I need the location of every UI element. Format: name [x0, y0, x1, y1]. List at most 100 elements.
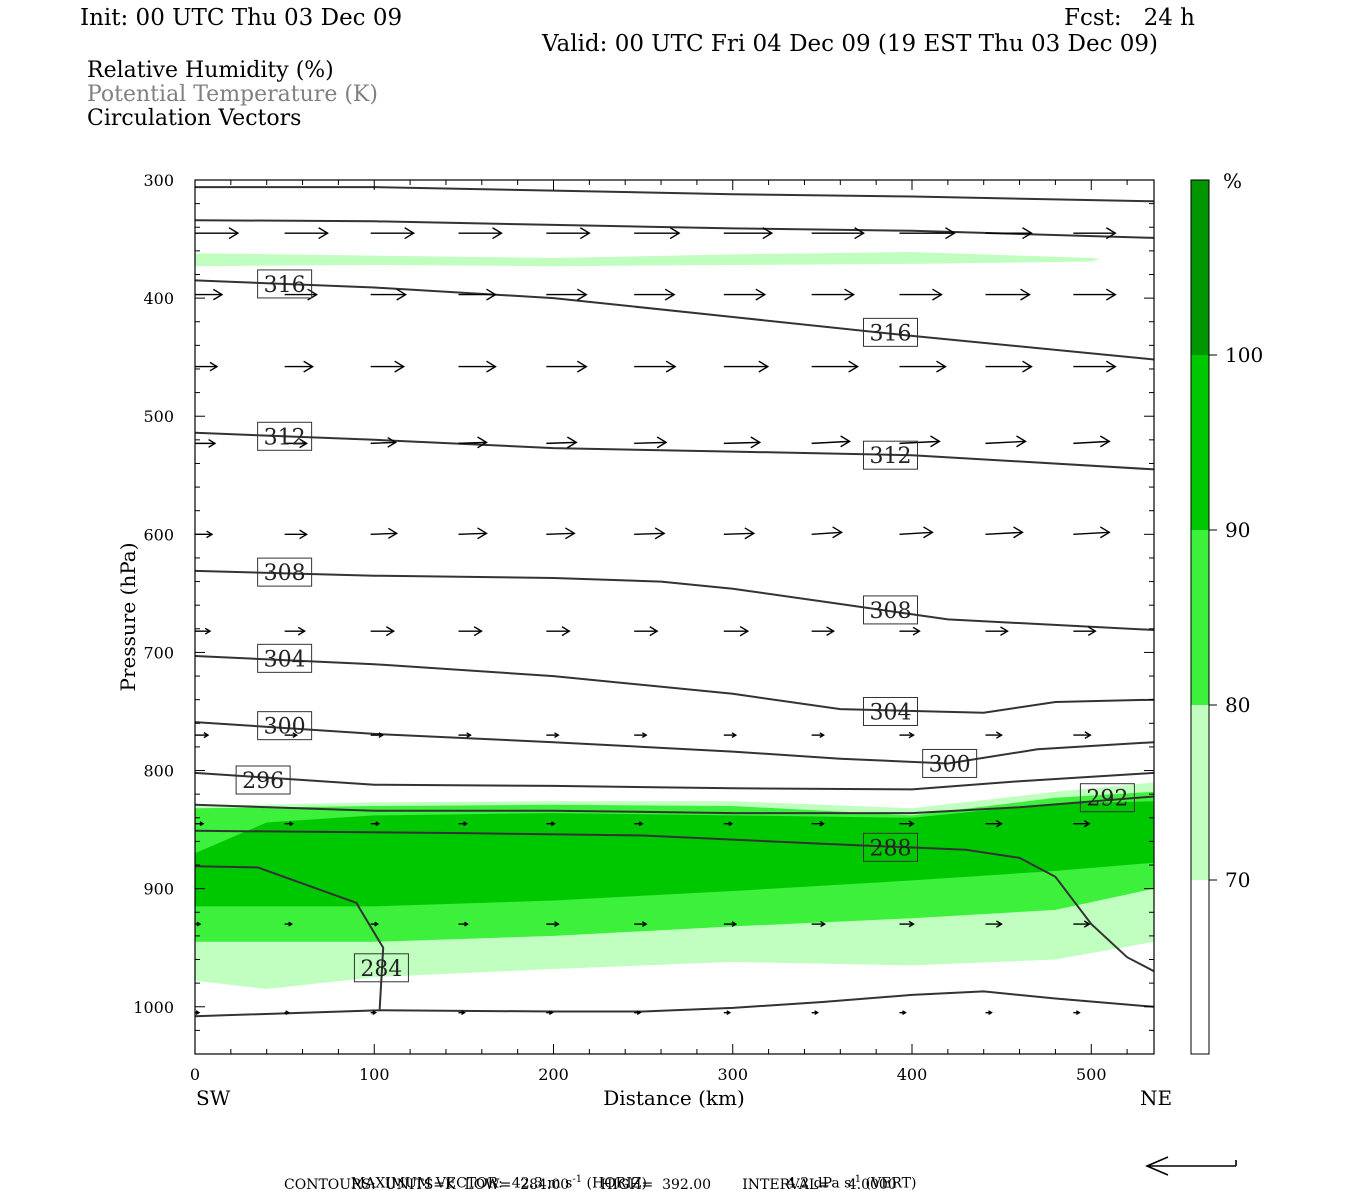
- init-time: Init: 00 UTC Thu 03 Dec 09: [80, 5, 403, 31]
- vector-head: [739, 625, 750, 637]
- vector-head: [750, 436, 762, 449]
- vector-head: [669, 227, 681, 240]
- vector-head: [1084, 731, 1092, 739]
- contour-label-box: [862, 832, 918, 862]
- circulation-vector-field: [195, 227, 1117, 1016]
- vector-head: [477, 527, 488, 540]
- vector-shaft: [1073, 440, 1110, 445]
- circulation-vector: [1073, 526, 1111, 539]
- vector-head: [387, 527, 399, 539]
- colorbar-label: 80: [1225, 693, 1250, 717]
- vector-head: [372, 1010, 378, 1016]
- vector-shaft: [723, 532, 754, 536]
- contour-label-308: 308: [862, 595, 918, 625]
- contour-label-box: [257, 269, 313, 299]
- circulation-vector: [723, 1010, 732, 1016]
- circulation-vector: [985, 731, 1003, 739]
- vector-head: [755, 288, 767, 301]
- circulation-vector: [370, 626, 396, 637]
- vector-head: [819, 820, 825, 827]
- plot-frame: [194, 179, 1155, 1055]
- vector-head: [288, 921, 293, 927]
- vector-shaft: [458, 441, 487, 445]
- contour-label-304: 304: [257, 643, 313, 673]
- circulation-vector: [546, 1010, 554, 1016]
- vector-head: [404, 227, 416, 240]
- circulation-vector: [370, 821, 381, 827]
- vector-head: [641, 732, 648, 739]
- vector-head: [548, 1010, 554, 1016]
- vector-head: [297, 626, 306, 636]
- endpoint-left-label: SW: [196, 1086, 231, 1110]
- circulation-vector: [370, 436, 398, 448]
- vector-head: [486, 360, 497, 373]
- x-tick-label: 0: [190, 1065, 200, 1084]
- isentrope-312: [195, 431, 1154, 471]
- vector-head: [196, 921, 202, 927]
- circulation-vector: [458, 732, 472, 739]
- circulation-vector: [195, 1010, 201, 1016]
- vector-head: [996, 731, 1003, 739]
- max-vector-horiz-value: MAXIMUM VECTOR: 42.3 m s: [350, 1175, 573, 1192]
- circulation-vector: [811, 288, 855, 301]
- vector-head: [565, 527, 576, 540]
- y-tick-label: 400: [143, 289, 174, 308]
- colorbar-segment: [1191, 880, 1209, 1054]
- x-tick-label: 200: [538, 1065, 569, 1084]
- isentrope-288: [195, 829, 1154, 973]
- circulation-vector: [370, 921, 380, 927]
- colorbar-segment: [1191, 705, 1209, 880]
- vector-head: [561, 626, 571, 637]
- isentrope-300: [195, 721, 1154, 765]
- isentrope-320: [195, 186, 1154, 203]
- circulation-vector: [370, 227, 416, 240]
- vector-head: [649, 626, 659, 637]
- circulation-vector: [195, 361, 219, 372]
- max-vector-vert-tag: (VERT): [861, 1175, 917, 1192]
- valid-time: Valid: 00 UTC Fri 04 Dec 09 (19 EST Thu …: [542, 31, 1159, 57]
- vector-head: [209, 361, 219, 372]
- circulation-vector: [899, 227, 956, 240]
- contour-label-text: 288: [869, 836, 911, 861]
- y-tick-label: 1000: [133, 998, 174, 1017]
- vector-head: [923, 526, 934, 539]
- contour-label-box: [1079, 783, 1135, 813]
- vector-head: [762, 227, 774, 240]
- contour-label-292: 292: [1079, 783, 1135, 813]
- vector-head: [566, 436, 578, 449]
- circulation-vector: [899, 820, 915, 827]
- circulation-vector: [195, 227, 240, 240]
- vector-head: [665, 360, 677, 373]
- humidity-shading: [195, 252, 1154, 989]
- vector-head: [1087, 626, 1097, 636]
- vector-shaft: [370, 441, 396, 445]
- contour-label-text: 312: [869, 444, 911, 469]
- vector-head: [378, 732, 385, 739]
- circulation-vector: [458, 921, 469, 927]
- contour-label-text: 284: [360, 957, 402, 982]
- circulation-vector: [458, 288, 497, 301]
- vector-head: [579, 227, 591, 240]
- contour-label-box: [257, 643, 313, 673]
- contour-label-296: 296: [235, 765, 291, 795]
- x-tick-label: 300: [717, 1065, 748, 1084]
- y-tick-label: 800: [143, 762, 174, 781]
- vector-head: [394, 360, 406, 373]
- max-vector-vert-value: 4.2 dPa s: [786, 1175, 852, 1192]
- isentrope-296: [195, 771, 1154, 791]
- vector-head: [199, 821, 205, 827]
- circulation-vector: [1073, 360, 1117, 373]
- vector-head: [375, 821, 381, 827]
- vector-head: [1000, 626, 1009, 636]
- endpoint-right-label: NE: [1140, 1086, 1172, 1110]
- vector-head: [396, 288, 408, 301]
- vector-head: [385, 626, 396, 637]
- isentrope-292: [195, 795, 1154, 815]
- circulation-vector: [985, 227, 1033, 240]
- colorbar-unit: %: [1223, 169, 1242, 193]
- vector-head: [195, 1010, 201, 1016]
- vector-head: [576, 360, 588, 373]
- contour-label-284: 284: [353, 953, 409, 983]
- vector-head: [303, 360, 314, 373]
- legend-relative-humidity: Relative Humidity (%): [87, 58, 334, 83]
